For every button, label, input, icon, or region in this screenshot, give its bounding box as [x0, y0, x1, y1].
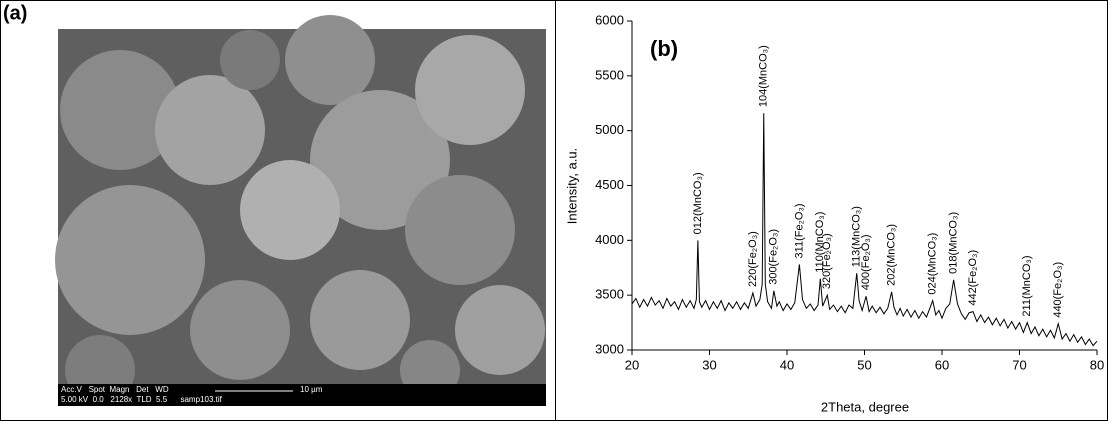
y-tick-label: 5500: [595, 67, 624, 82]
x-tick-label: 30: [702, 357, 716, 372]
y-axis-label: Intensity, a.u.: [564, 148, 579, 224]
peak-annotation: 220(Fe₂O₃): [747, 231, 759, 287]
peak-annotation: 320(Fe₂O₃): [821, 233, 833, 289]
peak-annotation: 018(MnCO₃): [948, 212, 960, 274]
peak-annotation: 104(MnCO₃): [758, 45, 770, 107]
x-tick-label: 40: [780, 357, 794, 372]
sem-image: [55, 15, 546, 406]
y-tick-label: 4000: [595, 232, 624, 247]
peak-annotation: 311(Fe₂O₃): [793, 203, 805, 258]
peak-annotation: 211(MnCO₃): [1021, 255, 1033, 316]
sem-scale-label: 10 µm: [300, 385, 323, 394]
panel-b-label: (b): [650, 36, 678, 61]
peak-annotation: 024(MnCO₃): [927, 233, 939, 295]
peak-annotation: 202(MnCO₃): [886, 224, 898, 286]
peak-annotation: 012(MnCO₃): [692, 172, 704, 234]
peak-annotation: 110(MnCO₃): [814, 212, 826, 273]
y-tick-label: 5000: [595, 122, 624, 137]
x-axis-label: 2Theta, degree: [821, 399, 909, 414]
x-tick-label: 70: [1012, 357, 1026, 372]
peak-annotation: 440(Fe₂O₃): [1052, 262, 1064, 318]
x-tick-label: 80: [1090, 357, 1104, 372]
x-tick-label: 50: [857, 357, 871, 372]
sem-caption-values: 5.00 kV 0.0 2128x TLD 5.5 samp103.tif: [61, 395, 223, 404]
y-tick-label: 3000: [595, 341, 624, 356]
peak-annotation: 113(MnCO₃): [851, 206, 863, 267]
peak-annotation: 300(Fe₂O₃): [768, 229, 780, 285]
x-tick-label: 60: [935, 357, 949, 372]
peak-annotation: 442(Fe₂O₃): [967, 250, 979, 306]
x-tick-label: 20: [625, 357, 639, 372]
y-tick-label: 3500: [595, 287, 624, 302]
xrd-pattern: [631, 113, 1098, 347]
sem-caption-header: Acc.V Spot Magn Det WD: [61, 385, 169, 394]
y-tick-label: 6000: [595, 12, 624, 27]
panel-a-label: (a): [3, 2, 27, 24]
peak-annotation: 400(Fe₂O₃): [860, 234, 872, 290]
y-tick-label: 4500: [595, 177, 624, 192]
